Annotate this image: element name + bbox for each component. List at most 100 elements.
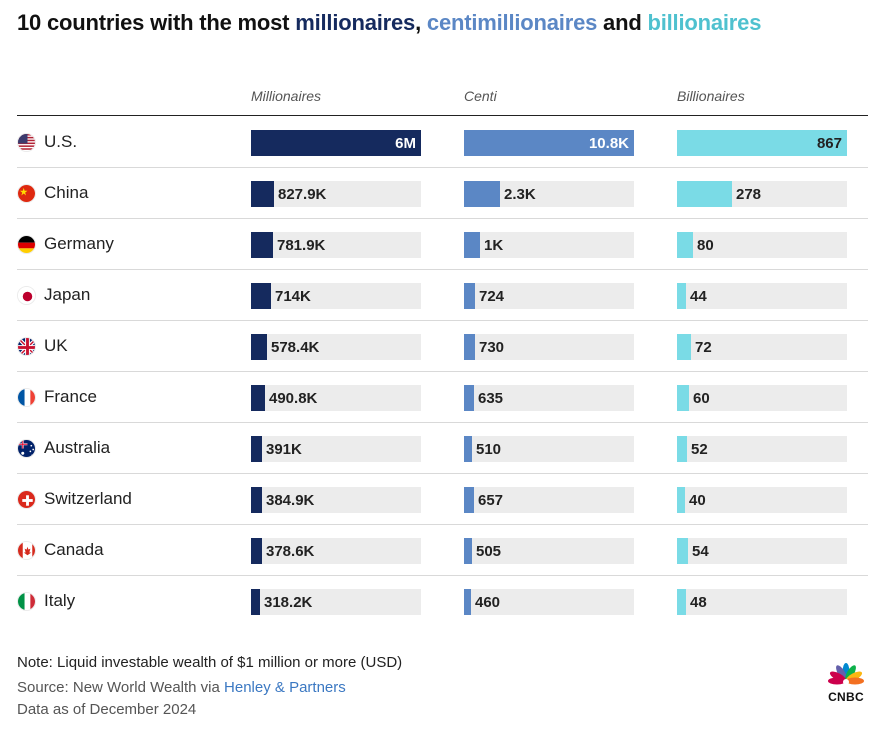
bar-millionaires (251, 181, 274, 207)
bar-millionaires (251, 334, 267, 360)
column-header-millionaires: Millionaires (251, 88, 322, 104)
table-row: Japan 714K 724 44 (17, 270, 868, 321)
country-label: China (44, 183, 89, 202)
value-label-billionaires: 278 (736, 186, 762, 203)
italy-flag-icon (17, 592, 36, 611)
title-text: 10 countries with the most (17, 10, 296, 35)
value-label-billionaires: 80 (697, 237, 714, 254)
data-date: Data as of December 2024 (17, 701, 197, 718)
germany-flag-icon (17, 235, 36, 254)
footnote: Note: Liquid investable wealth of $1 mil… (17, 654, 403, 671)
value-label-millionaires: 384.9K (266, 492, 315, 509)
row-divider (17, 371, 868, 372)
chart-title: 10 countries with the most millionaires,… (17, 10, 761, 36)
table-row: Australia 391K 510 52 (17, 423, 868, 474)
table-row: France 490.8K 635 60 (17, 372, 868, 423)
bar-billionaires (677, 538, 688, 564)
bar-track-centi: 510 (464, 436, 634, 462)
country-label: Australia (44, 438, 111, 457)
china-flag-icon (17, 184, 36, 203)
value-label-billionaires: 44 (690, 288, 707, 305)
source-link[interactable]: Henley & Partners (224, 679, 346, 696)
title-billionaires: billionaires (647, 10, 762, 35)
bar-centi (464, 538, 472, 564)
value-label-billionaires: 54 (692, 543, 709, 560)
bar-billionaires (677, 130, 847, 156)
bar-millionaires (251, 232, 273, 258)
title-separator: , (415, 10, 427, 35)
cnbc-logo: CNBC (822, 662, 870, 704)
bar-track-centi: 657 (464, 487, 634, 513)
bar-billionaires (677, 385, 689, 411)
value-label-millionaires: 827.9K (278, 186, 327, 203)
bar-millionaires (251, 538, 262, 564)
value-label-billionaires: 52 (691, 441, 708, 458)
bar-centi (464, 130, 634, 156)
bar-track-millionaires: 578.4K (251, 334, 421, 360)
bar-track-millionaires: 781.9K (251, 232, 421, 258)
country-label: Canada (44, 540, 104, 559)
bar-centi (464, 589, 471, 615)
france-flag-icon (17, 388, 36, 407)
table-row: China 827.9K 2.3K 278 (17, 168, 868, 219)
value-label-centi: 657 (478, 492, 504, 509)
value-label-centi: 510 (476, 441, 502, 458)
value-label-billionaires: 867 (816, 135, 842, 152)
bar-track-billionaires: 54 (677, 538, 847, 564)
value-label-billionaires: 48 (690, 594, 707, 611)
switzerland-flag-icon (17, 490, 36, 509)
value-label-millionaires: 378.6K (266, 543, 315, 560)
bar-centi (464, 283, 475, 309)
logo-text: CNBC (828, 690, 864, 704)
country-label: Switzerland (44, 489, 132, 508)
bar-track-billionaires: 60 (677, 385, 847, 411)
value-label-millionaires: 318.2K (264, 594, 313, 611)
row-divider (17, 167, 868, 168)
country-label: Japan (44, 285, 91, 304)
table-row: Germany 781.9K 1K 80 (17, 219, 868, 270)
value-label-millionaires: 714K (275, 288, 311, 305)
bar-millionaires (251, 589, 260, 615)
row-divider (17, 524, 868, 525)
value-label-billionaires: 72 (695, 339, 712, 356)
row-divider (17, 269, 868, 270)
value-label-centi: 635 (478, 390, 504, 407)
bar-track-millionaires: 490.8K (251, 385, 421, 411)
country-label: France (44, 387, 97, 406)
bar-track-centi: 460 (464, 589, 634, 615)
bar-centi (464, 181, 500, 207)
bar-track-centi: 505 (464, 538, 634, 564)
value-label-centi: 10.8K (588, 135, 629, 152)
table-row: Canada 378.6K 505 54 (17, 525, 868, 576)
column-header-centi: Centi (464, 88, 497, 104)
uk-flag-icon (17, 337, 36, 356)
row-divider (17, 575, 868, 576)
bar-billionaires (677, 436, 687, 462)
bar-billionaires (677, 181, 732, 207)
bar-centi (464, 487, 474, 513)
bar-track-billionaires: 278 (677, 181, 847, 207)
bar-track-billionaires: 44 (677, 283, 847, 309)
value-label-centi: 505 (476, 543, 502, 560)
country-label: U.S. (44, 132, 78, 151)
value-label-millionaires: 391K (266, 441, 302, 458)
title-millionaires: millionaires (295, 10, 416, 35)
bar-track-billionaires: 72 (677, 334, 847, 360)
bar-track-centi: 724 (464, 283, 634, 309)
table-row: Switzerland 384.9K 657 40 (17, 474, 868, 525)
value-label-millionaires: 578.4K (271, 339, 320, 356)
bar-centi (464, 334, 475, 360)
bar-track-centi: 10.8K (464, 130, 634, 156)
canada-flag-icon (17, 541, 36, 560)
bar-billionaires (677, 487, 685, 513)
title-centimillionaires: centimillionaires (426, 10, 598, 35)
country-label: Germany (44, 234, 114, 253)
bar-track-billionaires: 40 (677, 487, 847, 513)
column-header-billionaires: Billionaires (677, 88, 745, 104)
bar-millionaires (251, 385, 265, 411)
header-divider (17, 115, 868, 116)
value-label-billionaires: 40 (689, 492, 706, 509)
country-label: UK (44, 336, 68, 355)
bar-track-billionaires: 80 (677, 232, 847, 258)
bar-millionaires (251, 487, 262, 513)
